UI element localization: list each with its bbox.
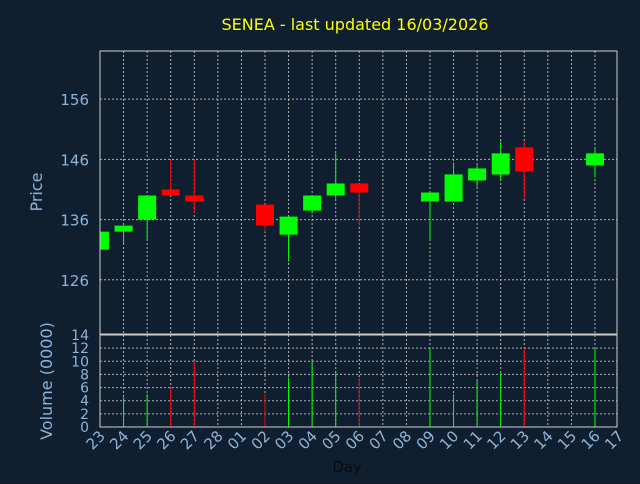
- price-panel-frame: [99, 50, 618, 335]
- volume-tick-label: 0: [80, 420, 89, 436]
- candle-body: [161, 189, 180, 196]
- price-tick-label: 136: [60, 212, 89, 230]
- candle-body: [255, 204, 274, 226]
- candle-body: [279, 216, 298, 235]
- volume-bars-group: [123, 348, 596, 427]
- volume-tick-label: 14: [71, 328, 89, 344]
- candle-body: [468, 168, 487, 181]
- candle-body: [326, 183, 345, 196]
- candle-body: [585, 153, 604, 166]
- candle-body: [185, 195, 204, 202]
- candles-group: [100, 141, 604, 262]
- chart-title: SENEA - last updated 16/03/2026: [221, 15, 488, 34]
- candle-body: [515, 147, 534, 172]
- price-panel: 126 136 146 156: [60, 50, 618, 335]
- volume-tick-label: 2: [80, 407, 89, 423]
- candle-body: [350, 183, 369, 193]
- price-tick-label: 146: [60, 151, 89, 169]
- x-axis-label: Day: [332, 458, 362, 476]
- candle-body: [100, 231, 109, 250]
- volume-panel-frame: [99, 334, 618, 428]
- volume-tick-label: 6: [80, 381, 89, 397]
- volume-tick-label: 12: [71, 341, 89, 357]
- price-axis-label: Price: [27, 172, 46, 211]
- volume-tick-label: 8: [80, 367, 89, 383]
- candle-body: [303, 195, 322, 211]
- candle-body: [491, 153, 510, 175]
- volume-axis-label: Volume (0000): [37, 322, 56, 440]
- candle-body: [138, 195, 157, 220]
- price-tick-label: 156: [60, 91, 89, 109]
- candle-body: [420, 192, 439, 202]
- candle-body: [114, 225, 133, 232]
- price-tick-label: 126: [60, 272, 89, 290]
- volume-tick-label: 10: [71, 354, 89, 370]
- volume-tick-label: 4: [80, 394, 89, 410]
- x-axis-ticks: 2324252627280102030405060708091011121314…: [83, 427, 628, 453]
- candle-body: [444, 174, 463, 202]
